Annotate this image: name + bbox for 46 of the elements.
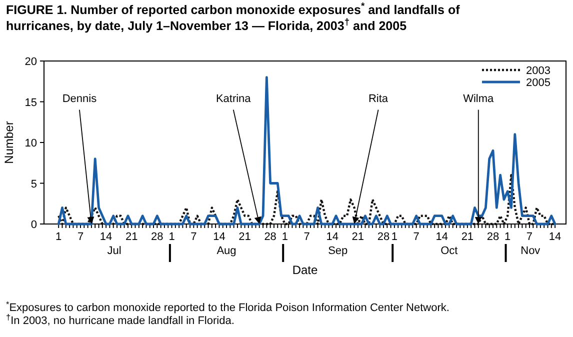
line-series [57, 76, 556, 226]
annotation: Wilma [463, 92, 495, 105]
x-tick-label: 7 [526, 231, 533, 243]
chart-title: FIGURE 1. Number of reported carbon monoxide exposures$^{*}$ and landfalls of hurricanes, by date, July 1–November 13 — Florida, 2003$^{†}$ and 2005 [6, 1, 460, 33]
x-tick-label: 21 [352, 231, 364, 243]
x-tick-label: 1 [56, 231, 62, 243]
x-tick-label: 28 [377, 231, 390, 243]
x-tick-label: 7 [413, 231, 420, 243]
x-tick-label: 28 [151, 231, 164, 243]
x-tick-label: 1 [168, 231, 175, 243]
text: Sep [328, 245, 348, 257]
legend-label: 2005 [526, 77, 550, 89]
text: $^{*}$Exposures to carbon monoxide reported to the Florida Poison Information Center Network. [6, 300, 450, 314]
annotation: Katrina [216, 92, 252, 105]
y-axis-title: Number [2, 121, 16, 164]
x-tick-label: 14 [436, 231, 448, 243]
annotation: Rita [368, 92, 389, 105]
text: Jul [107, 245, 122, 257]
text: Oct [440, 245, 458, 257]
x-tick-label: 1 [391, 231, 398, 243]
x-tick-label: 21 [461, 231, 474, 243]
x-tick-label: 21 [238, 231, 251, 243]
x-tick-label: 7 [304, 231, 310, 243]
x-tick-label: 14 [100, 231, 112, 243]
y-tick-label: 15 [24, 96, 37, 109]
x-tick-label: 7 [190, 231, 197, 243]
text: Nov [520, 245, 541, 257]
x-tick-label: 1 [282, 231, 288, 243]
annotation: Dennis [62, 92, 98, 105]
y-tick-label: 20 [24, 56, 37, 68]
x-tick-label: 1 [504, 231, 511, 243]
x-tick-label: 14 [213, 231, 226, 243]
x-tick-label: 28 [264, 231, 276, 243]
x-axis-title: Date [292, 263, 318, 277]
x-tick-label: 21 [125, 231, 138, 243]
y-tick-label: 5 [30, 178, 37, 190]
legend-label: 2003 [526, 65, 550, 77]
x-tick-label: 28 [486, 231, 500, 243]
x-tick-label: 14 [326, 231, 339, 243]
text: Aug [216, 245, 236, 257]
x-tick-label: 14 [548, 231, 562, 243]
line-series [58, 174, 556, 226]
y-tick-label: 0 [30, 219, 37, 231]
text: $^{†}$In 2003, no hurricane made landfall in Florida. [6, 312, 234, 327]
y-tick-label: 10 [24, 138, 37, 150]
x-tick-label: 7 [77, 231, 84, 243]
